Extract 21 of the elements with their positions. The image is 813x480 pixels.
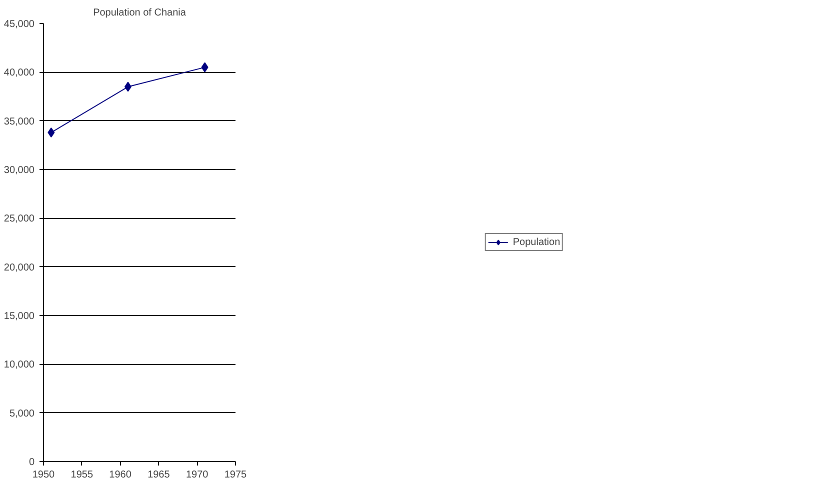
y-tick-label: 30,000 [4,165,35,176]
y-tick-label: 40,000 [4,68,35,79]
y-tick-label: 20,000 [4,262,35,274]
y-tick-label: 15,000 [4,311,35,322]
y-tick-label: 45,000 [4,19,35,30]
x-tick-label: 1975 [224,470,248,480]
y-tick-label: 35,000 [4,116,35,128]
x-tick-label: 1965 [148,470,170,480]
point [48,128,55,138]
point [201,62,208,72]
point [124,82,132,92]
x-tick-label: 1950 [32,470,56,480]
legend-label: Population [512,236,560,248]
x-tick-label: 1960 [109,470,132,480]
y-tick-label: 0 [28,457,35,468]
y-tick-label: 25,000 [4,214,35,225]
y-tick-label: 10,000 [4,360,35,371]
x-tick-label: 1970 [186,470,209,480]
x-tick-label: 1955 [70,470,94,480]
y-tick-label: 5,000 [9,408,35,420]
chart-title: Population of Chania [93,8,186,18]
